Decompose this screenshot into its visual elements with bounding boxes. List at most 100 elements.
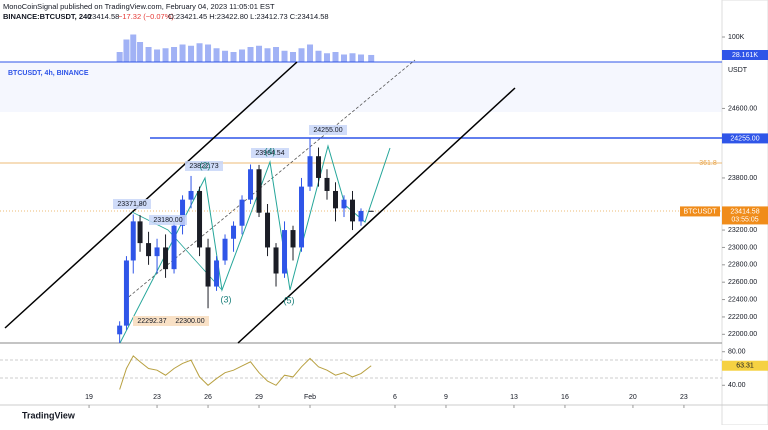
candle-body xyxy=(231,225,237,239)
x-tick-label: 16 xyxy=(561,394,569,401)
level-badge xyxy=(722,133,768,144)
annotation-box xyxy=(185,161,223,171)
candle-body xyxy=(117,325,123,335)
annotation: 22300.00 xyxy=(175,318,204,325)
candle-body xyxy=(273,247,279,274)
volume-bar xyxy=(188,45,195,62)
last: 23414.58 xyxy=(88,12,119,21)
volume-bar xyxy=(324,53,331,62)
y-tick-label: 22000.00 xyxy=(728,331,757,338)
candle-body xyxy=(265,212,271,248)
x-tick-label: 6 xyxy=(393,394,397,401)
candle-body xyxy=(282,230,288,274)
candle-body xyxy=(341,199,347,209)
countdown: 03:55:05 xyxy=(731,216,758,223)
y-tick-label: 22400.00 xyxy=(728,296,757,303)
candle-body xyxy=(214,260,220,287)
candle-body xyxy=(154,247,160,257)
change: −17.32 (−0.07%) xyxy=(118,12,174,21)
x-tick-label: 20 xyxy=(629,394,637,401)
y-tick-label: 22800.00 xyxy=(728,262,757,269)
volume-bar xyxy=(196,43,203,62)
rsi-line xyxy=(119,355,372,390)
channel-lower xyxy=(237,87,516,344)
rsi-badge xyxy=(722,360,768,371)
logo: TradingView xyxy=(22,410,76,420)
price-label: 23414.58 xyxy=(730,208,759,215)
channel-upper xyxy=(4,61,298,329)
volume-bar xyxy=(130,34,137,62)
candle-body xyxy=(333,190,339,209)
volume-bar xyxy=(368,54,375,62)
volume-bar xyxy=(162,48,169,62)
wave-count xyxy=(119,144,391,344)
y-tick-label: 22600.00 xyxy=(728,279,757,286)
y-tick-label: 22200.00 xyxy=(728,314,757,321)
volume-bar xyxy=(247,47,254,62)
annotation-box xyxy=(149,215,187,225)
volume-bar xyxy=(315,50,322,62)
x-tick-label: 9 xyxy=(444,394,448,401)
price-badge xyxy=(722,206,768,225)
candle-body xyxy=(123,260,129,326)
volume-bar xyxy=(264,48,271,62)
annotation-box xyxy=(113,199,151,209)
candle-body xyxy=(205,247,211,287)
candle-body xyxy=(256,169,262,213)
symbol-label: BTCUSDT xyxy=(683,208,717,215)
x-tick-label: 26 xyxy=(204,394,212,401)
volume-bar xyxy=(123,39,130,62)
volume-bar xyxy=(171,47,178,62)
volume-bar xyxy=(290,52,297,62)
candle-body xyxy=(248,169,254,200)
volume-bar xyxy=(349,53,356,62)
volume-bar xyxy=(341,54,348,62)
x-tick-label: 23 xyxy=(153,394,161,401)
volume-bar xyxy=(116,52,123,62)
annotation: 23180.00 xyxy=(153,217,182,224)
volume-bar xyxy=(273,47,280,62)
volume-bar xyxy=(205,44,212,62)
annotation: (4) xyxy=(265,146,276,156)
candle-body xyxy=(137,221,143,244)
volume-bar xyxy=(256,45,263,62)
volume-bar xyxy=(179,44,186,62)
volume-last: 28.161K xyxy=(732,52,758,59)
y-tick-label: 23200.00 xyxy=(728,227,757,234)
rsi-tick-label: 80.00 xyxy=(728,349,746,356)
annotation: 24255.00 xyxy=(313,127,342,134)
y-tick-label: 23800.00 xyxy=(728,175,757,182)
volume-bar xyxy=(145,47,152,62)
annotation-box xyxy=(251,148,289,158)
candle-body xyxy=(290,230,296,248)
x-tick-label: 29 xyxy=(255,394,263,401)
candle-body xyxy=(197,190,203,248)
wave-sub xyxy=(131,211,223,291)
candle-body xyxy=(180,199,186,226)
candle-body xyxy=(222,238,228,261)
candle-body xyxy=(130,221,136,261)
y-tick-label: 24600.00 xyxy=(728,105,757,112)
annotation: 23964.54 xyxy=(255,150,284,157)
annotation-box xyxy=(309,125,347,135)
candle-body xyxy=(146,243,152,257)
candle-body xyxy=(307,156,313,187)
volume-bar xyxy=(137,42,144,62)
candle-body xyxy=(368,210,374,212)
candle-body xyxy=(316,156,322,178)
candle-body xyxy=(188,190,194,200)
candle-body xyxy=(163,247,169,270)
candle-body xyxy=(299,186,305,248)
volume-bar xyxy=(358,54,364,62)
x-tick-label: Feb xyxy=(304,394,316,401)
x-tick-label: 23 xyxy=(680,394,688,401)
annotation: 23822.73 xyxy=(189,163,218,170)
annotation: (3) xyxy=(221,294,232,304)
x-tick-label: 13 xyxy=(510,394,518,401)
annotation: 22292.37 xyxy=(137,318,166,325)
annotation: (5) xyxy=(284,295,295,305)
volume-bar xyxy=(298,48,305,62)
candle-body xyxy=(350,199,356,222)
candle-body xyxy=(358,210,364,222)
rsi-tick-label: 40.00 xyxy=(728,382,746,389)
